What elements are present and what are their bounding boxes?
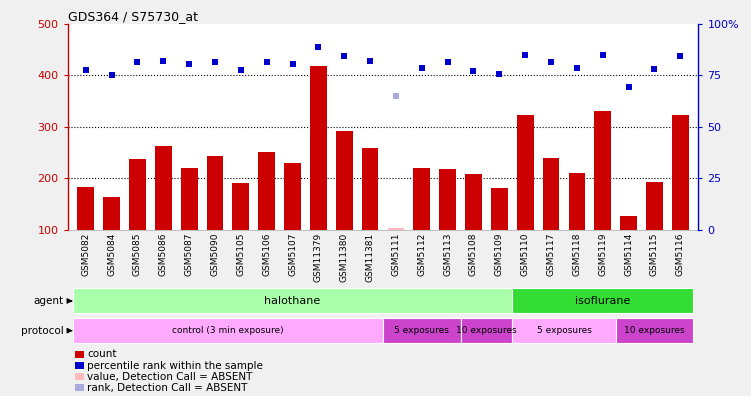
Bar bbox=[362, 148, 379, 230]
Bar bbox=[207, 156, 223, 230]
Bar bbox=[77, 187, 94, 230]
Bar bbox=[517, 115, 534, 230]
Text: count: count bbox=[87, 349, 116, 360]
Text: 5 exposures: 5 exposures bbox=[536, 326, 592, 335]
Bar bbox=[232, 183, 249, 230]
Bar bbox=[620, 216, 637, 230]
Bar bbox=[543, 158, 559, 230]
Bar bbox=[258, 152, 275, 230]
Bar bbox=[103, 197, 120, 230]
Text: percentile rank within the sample: percentile rank within the sample bbox=[87, 360, 263, 371]
Text: halothane: halothane bbox=[264, 296, 321, 306]
Text: GDS364 / S75730_at: GDS364 / S75730_at bbox=[68, 10, 198, 23]
Text: agent: agent bbox=[34, 296, 64, 306]
Text: control (3 min exposure): control (3 min exposure) bbox=[172, 326, 284, 335]
Bar bbox=[336, 131, 353, 230]
Text: 5 exposures: 5 exposures bbox=[394, 326, 449, 335]
Text: isoflurane: isoflurane bbox=[575, 296, 630, 306]
Bar bbox=[73, 288, 512, 314]
Bar bbox=[413, 168, 430, 230]
Text: 10 exposures: 10 exposures bbox=[624, 326, 685, 335]
Bar bbox=[512, 288, 693, 314]
Bar bbox=[181, 168, 198, 230]
Bar bbox=[646, 182, 663, 230]
Bar bbox=[310, 66, 327, 230]
Text: protocol: protocol bbox=[21, 326, 64, 336]
Bar bbox=[491, 188, 508, 230]
Bar bbox=[460, 318, 512, 343]
Bar bbox=[383, 318, 460, 343]
Bar bbox=[569, 173, 585, 230]
Bar bbox=[439, 169, 456, 230]
Bar bbox=[672, 115, 689, 230]
Text: 10 exposures: 10 exposures bbox=[456, 326, 517, 335]
Bar bbox=[284, 163, 301, 230]
Bar bbox=[512, 318, 616, 343]
Bar bbox=[388, 228, 404, 230]
Text: rank, Detection Call = ABSENT: rank, Detection Call = ABSENT bbox=[87, 383, 248, 393]
Bar bbox=[594, 111, 611, 230]
Bar bbox=[616, 318, 693, 343]
Bar bbox=[129, 159, 146, 230]
Bar bbox=[155, 146, 172, 230]
Bar bbox=[73, 318, 383, 343]
Bar bbox=[465, 174, 482, 230]
Text: value, Detection Call = ABSENT: value, Detection Call = ABSENT bbox=[87, 371, 252, 382]
